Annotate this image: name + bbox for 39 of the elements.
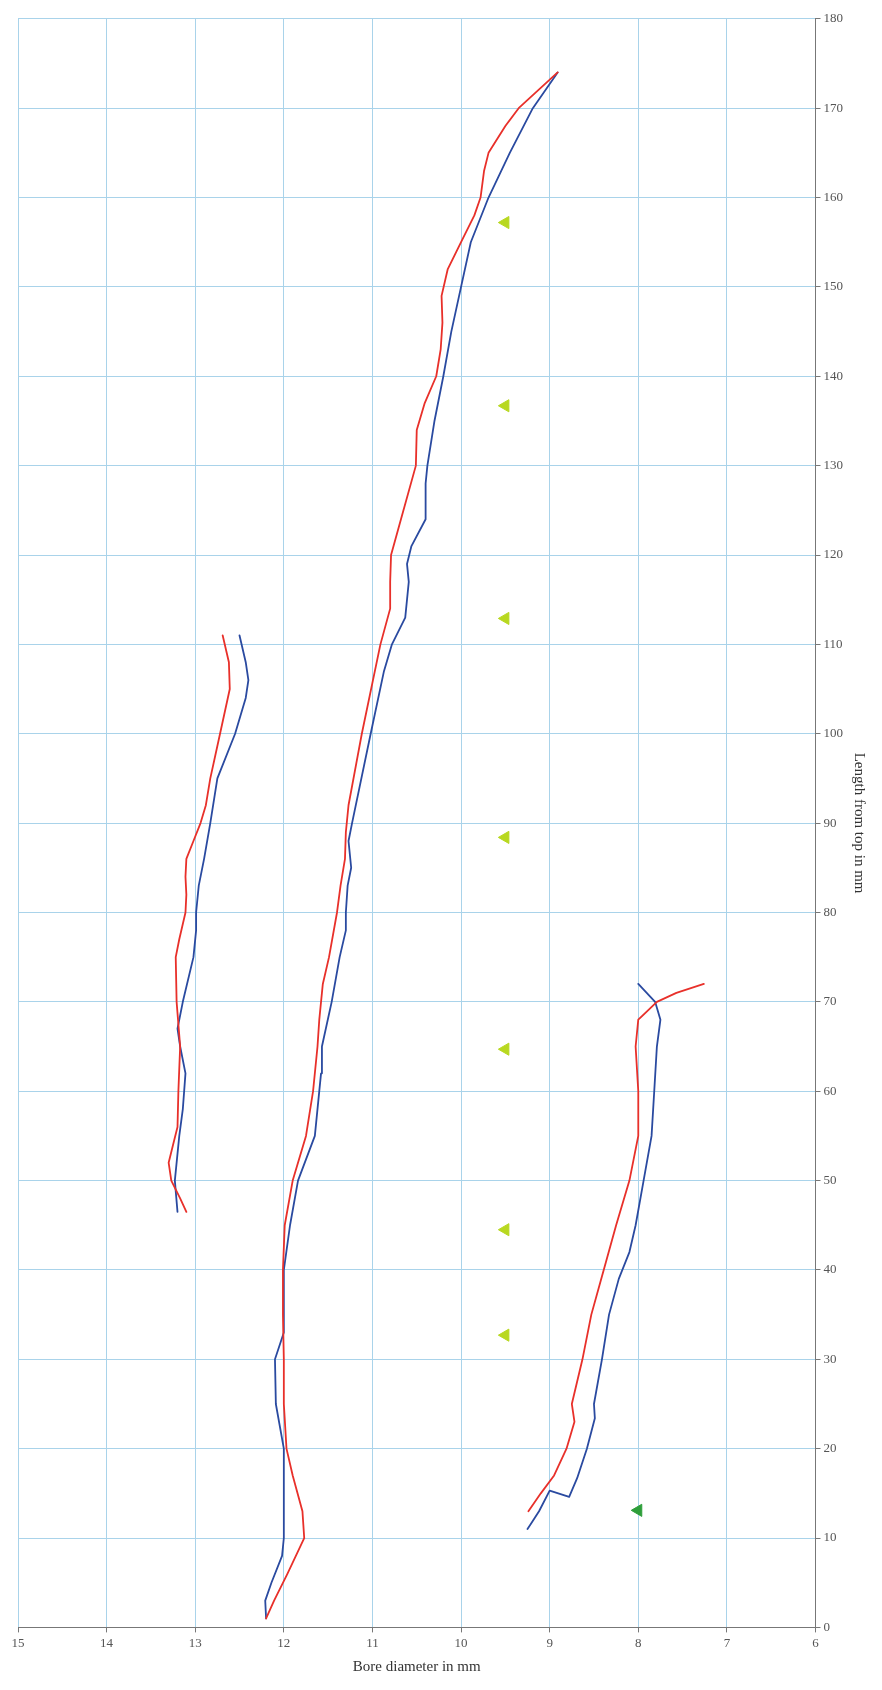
x-tick-label: 8: [635, 1634, 642, 1650]
x-axis-title: Bore diameter in mm: [352, 1657, 482, 1674]
y2-tick-label: 40: [823, 1261, 837, 1277]
y2-tick-label: 0: [823, 1618, 830, 1634]
x-tick-label: 7: [723, 1634, 731, 1650]
y2-tick-label: 50: [823, 1171, 837, 1187]
y2-tick-label: 30: [823, 1350, 837, 1366]
x-tick-label: 11: [366, 1634, 379, 1650]
point: [497, 611, 510, 626]
x-tick-label: 10: [454, 1634, 468, 1650]
point: [497, 399, 510, 413]
y2-axis-title: Length from top in mm: [852, 752, 869, 894]
y2-tick-label: 90: [823, 814, 837, 830]
point: [497, 1223, 510, 1237]
y2-tick-label: 100: [823, 725, 843, 741]
x-tick-label: 12: [277, 1634, 291, 1650]
y2-tick-label: 120: [823, 546, 843, 562]
y2-tick-label: 180: [823, 10, 843, 26]
y2-tick-label: 130: [823, 457, 843, 473]
x-tick-label: 9: [546, 1634, 553, 1650]
y2-tick-label: 20: [823, 1440, 837, 1456]
y2-tick-label: 140: [823, 367, 843, 383]
y2-tick-label: 60: [823, 1082, 837, 1098]
y2-tick-label: 70: [823, 993, 837, 1009]
y2-tick-label: 160: [823, 188, 843, 204]
x-tick-label: 13: [188, 1634, 202, 1650]
point: [497, 215, 510, 230]
y2-tick-label: 150: [823, 278, 843, 294]
y2-tick-label: 10: [823, 1529, 837, 1545]
x-tick-label: 15: [11, 1634, 25, 1650]
point: [497, 1042, 510, 1056]
y2-tick-label: 170: [823, 99, 843, 115]
y2-tick-label: 80: [823, 903, 837, 919]
point: [630, 1503, 643, 1517]
x-tick-label: 6: [812, 1634, 820, 1650]
point: [497, 1328, 510, 1342]
point: [497, 830, 510, 844]
y2-tick-label: 110: [823, 635, 843, 651]
x-tick-label: 14: [100, 1634, 114, 1650]
